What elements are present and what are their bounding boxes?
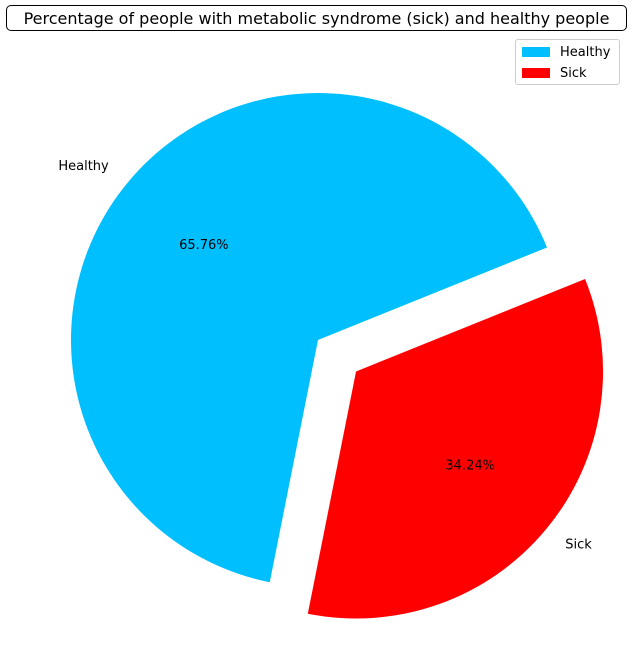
category-label-sick: Sick: [565, 537, 592, 552]
pie-slice-sick: [307, 278, 604, 619]
chart-title: Percentage of people with metabolic synd…: [23, 8, 610, 28]
legend-label-sick: Sick: [560, 65, 587, 81]
category-label-healthy: Healthy: [58, 159, 109, 174]
pct-label-sick: 34.24%: [445, 459, 495, 474]
pie-slice-healthy: [70, 93, 548, 583]
legend-swatch-sick: [522, 68, 550, 78]
legend-label-healthy: Healthy: [560, 44, 611, 60]
legend: Healthy Sick: [515, 39, 620, 85]
legend-swatch-healthy: [522, 47, 550, 57]
legend-entry-healthy: Healthy: [522, 44, 610, 60]
chart-title-box: Percentage of people with metabolic synd…: [6, 5, 627, 31]
pct-label-healthy: 65.76%: [179, 238, 229, 253]
legend-entry-sick: Sick: [522, 65, 587, 81]
